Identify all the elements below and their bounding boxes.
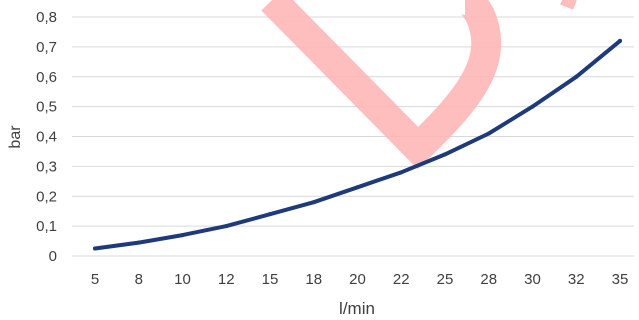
y-tick-label: 0,7 [36, 39, 57, 56]
x-axis-label: l/min [339, 299, 375, 318]
x-tick-label: 30 [524, 271, 541, 288]
data-point [136, 240, 141, 245]
data-point [486, 131, 491, 136]
x-tick-label: 10 [174, 271, 191, 288]
y-tick-label: 0,5 [36, 99, 57, 116]
watermark [261, 0, 577, 170]
data-point [311, 200, 316, 205]
x-tick-label: 20 [349, 271, 366, 288]
x-tick-label: 35 [612, 271, 629, 288]
y-tick-label: 0,4 [36, 129, 57, 146]
x-tick-labels: 5 8 10 12 15 18 20 22 25 28 30 32 35 [91, 271, 629, 288]
data-point [355, 185, 360, 190]
x-tick-label: 32 [568, 271, 585, 288]
y-tick-label: 0 [49, 248, 57, 265]
grid-lines [72, 16, 634, 257]
x-tick-label: 12 [218, 271, 235, 288]
x-tick-label: 25 [437, 271, 454, 288]
y-tick-label: 0,2 [36, 188, 57, 205]
x-tick-label: 8 [135, 271, 143, 288]
x-tick-label: 5 [91, 271, 99, 288]
data-point [530, 104, 535, 109]
data-point [443, 152, 447, 157]
watermark-shape [261, 0, 502, 170]
watermark-shape-tail [560, 0, 577, 10]
y-tick-label: 0,8 [36, 9, 57, 26]
y-tick-label: 0,6 [36, 69, 57, 86]
x-tick-label: 18 [305, 271, 322, 288]
data-point [399, 170, 404, 175]
data-point [574, 74, 579, 79]
x-tick-label: 28 [480, 271, 497, 288]
y-tick-labels: 0 0,1 0,2 0,3 0,4 0,5 0,6 0,7 0,8 [36, 9, 57, 265]
x-tick-label: 15 [262, 271, 279, 288]
data-point [268, 212, 272, 217]
data-point [180, 233, 185, 238]
series-layer [93, 38, 622, 251]
data-point [93, 246, 97, 251]
x-tick-label: 22 [393, 271, 410, 288]
y-tick-label: 0,3 [36, 158, 57, 175]
data-point [224, 224, 229, 229]
y-tick-label: 0,1 [36, 218, 57, 235]
data-point [618, 38, 622, 43]
y-axis-label: bar [7, 125, 24, 149]
